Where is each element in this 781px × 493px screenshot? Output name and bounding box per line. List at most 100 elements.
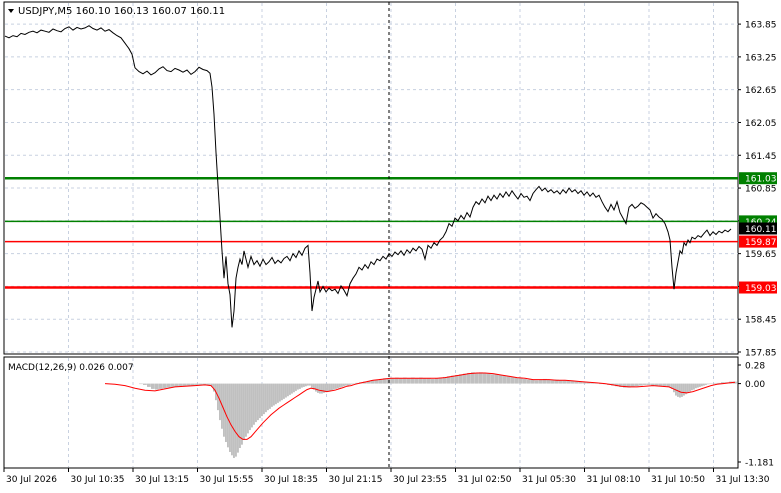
macd-bar: [455, 374, 459, 384]
price-tick-label: 160.85: [745, 185, 777, 195]
macd-signal-layer: [104, 372, 736, 440]
macd-bar: [467, 372, 471, 384]
macd-bar: [639, 383, 643, 386]
macd-bar: [479, 372, 483, 384]
level-price-tag: [739, 235, 777, 248]
macd-bar: [183, 383, 187, 387]
macd-bar: [503, 375, 507, 384]
macd-bar: [399, 378, 403, 384]
macd-bar: [317, 383, 319, 393]
macd-bar: [507, 376, 511, 384]
macd-bar: [269, 383, 271, 409]
macd-bar: [555, 379, 559, 384]
macd-bar: [673, 383, 675, 393]
macd-bar: [499, 374, 503, 384]
price-line: [4, 25, 732, 328]
macd-bar: [147, 383, 151, 387]
macd-bar: [233, 383, 235, 458]
macd-bar: [419, 377, 423, 384]
macd-bar: [159, 383, 163, 389]
macd-bar: [679, 383, 681, 398]
symbol-header[interactable]: USDJPY,M5 160.10 160.13 160.07 160.11: [8, 6, 225, 17]
macd-bar: [427, 378, 431, 384]
macd-bar: [171, 383, 175, 387]
macd-bar: [229, 383, 231, 452]
macd-bar: [691, 383, 693, 391]
time-tick-label: 30 Jul 15:55: [200, 475, 254, 485]
macd-bar: [211, 383, 213, 387]
macd-bar: [281, 383, 283, 401]
time-tick-label: 31 Jul 05:30: [522, 475, 576, 485]
macd-bar: [299, 383, 301, 389]
macd-bar: [693, 383, 695, 390]
macd-bar: [447, 376, 451, 384]
macd-bar: [235, 383, 237, 457]
macd-bar: [355, 382, 359, 384]
macd-bar: [287, 383, 289, 397]
macd-bar: [487, 373, 491, 384]
current-price-label: 160.11: [745, 225, 777, 235]
macd-bar: [191, 383, 195, 386]
macd-bar: [187, 383, 191, 386]
macd-bar: [655, 383, 659, 386]
macd-bar: [543, 378, 547, 384]
macd-bar: [547, 379, 551, 384]
macd-bar: [301, 383, 303, 388]
macd-bar: [407, 378, 411, 384]
macd-bar: [391, 378, 395, 384]
current-price-tag: [739, 222, 777, 235]
macd-bar: [659, 383, 663, 387]
macd-bar: [583, 382, 587, 384]
price-tick-label: 162.05: [745, 119, 777, 129]
macd-bar: [289, 383, 291, 395]
macd-bar: [451, 375, 455, 384]
macd-bar: [327, 383, 329, 392]
macd-bar: [323, 383, 325, 393]
macd-bar: [703, 383, 705, 386]
macd-bar: [241, 383, 243, 445]
macd-bar: [231, 383, 233, 456]
macd-signal-line: [104, 372, 736, 440]
macd-bar: [615, 383, 619, 387]
macd-bar: [291, 383, 293, 394]
macd-bar: [271, 383, 273, 407]
macd-bar: [259, 383, 261, 419]
macd-bar: [619, 383, 623, 387]
macd-bar: [705, 383, 707, 385]
macd-bar: [667, 383, 671, 387]
macd-bar: [371, 380, 375, 384]
macd-bar: [285, 383, 287, 398]
time-tick-label: 31 Jul 10:50: [651, 475, 705, 485]
time-tick-label: 30 Jul 2026: [6, 475, 57, 485]
macd-bar: [341, 383, 343, 387]
macd-bar: [305, 383, 307, 387]
macd-bar: [591, 382, 595, 384]
macd-bar: [331, 383, 333, 391]
macd-bar: [535, 380, 539, 384]
macd-bar: [333, 383, 335, 390]
macd-bar: [411, 377, 415, 384]
macd-bar: [151, 383, 155, 389]
macd-bar: [203, 383, 207, 385]
macd-bar: [307, 383, 309, 386]
price-series-layer: [4, 25, 732, 328]
macd-bar: [635, 383, 639, 387]
macd-bar: [319, 383, 321, 394]
macd-bar: [155, 383, 159, 390]
macd-bar: [343, 383, 345, 387]
macd-bar: [707, 383, 709, 385]
macd-bar: [519, 378, 523, 384]
macd-bar: [551, 380, 555, 384]
macd-bar: [207, 383, 211, 385]
macd-bar: [249, 383, 251, 431]
macd-bar: [697, 383, 699, 388]
macd-bar: [687, 383, 689, 393]
macd-bar: [439, 377, 443, 384]
macd-bar: [345, 383, 347, 386]
macd-bar: [523, 378, 527, 384]
macd-bar: [261, 383, 263, 417]
macd-bar: [459, 374, 463, 384]
dropdown-triangle-icon[interactable]: [8, 9, 14, 13]
